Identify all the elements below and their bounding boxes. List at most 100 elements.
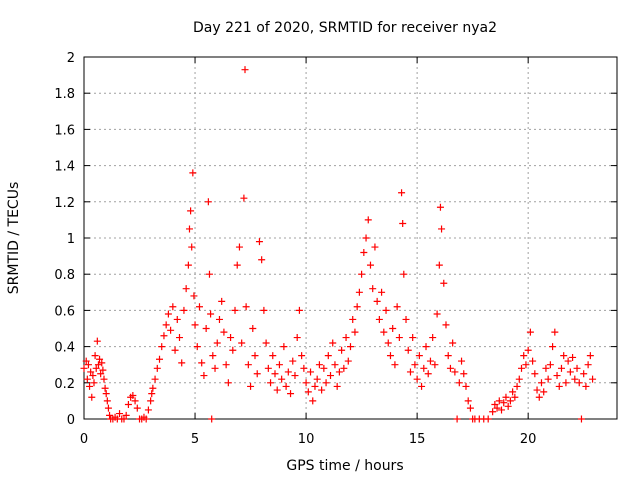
data-point xyxy=(100,375,108,383)
data-point xyxy=(209,352,217,360)
data-point xyxy=(133,404,141,412)
data-point xyxy=(120,415,128,423)
x-axis-label: GPS time / hours xyxy=(286,458,403,474)
data-point xyxy=(106,411,114,419)
data-point xyxy=(200,372,208,380)
data-point xyxy=(526,328,534,336)
data-point xyxy=(87,368,95,376)
data-point xyxy=(440,279,448,287)
y-tick-label: 0.4 xyxy=(54,341,75,356)
data-point xyxy=(502,393,510,401)
data-point xyxy=(269,352,277,360)
data-point xyxy=(511,393,519,401)
data-point xyxy=(204,198,212,206)
data-point xyxy=(557,364,565,372)
data-point xyxy=(96,355,104,363)
data-point xyxy=(235,243,243,251)
data-point xyxy=(542,364,550,372)
data-point xyxy=(315,361,323,369)
x-tick-label: 15 xyxy=(409,432,426,447)
data-point xyxy=(260,306,268,314)
data-point xyxy=(549,343,557,351)
data-point xyxy=(322,379,330,387)
data-point xyxy=(187,207,195,215)
data-point xyxy=(498,406,506,414)
data-point xyxy=(442,321,450,329)
data-point xyxy=(92,364,100,372)
data-point xyxy=(399,220,407,228)
data-point xyxy=(324,352,332,360)
data-point xyxy=(444,352,452,360)
data-point xyxy=(309,397,317,405)
data-point xyxy=(371,243,379,251)
data-point xyxy=(291,372,299,380)
data-point xyxy=(364,216,372,224)
data-point xyxy=(369,285,377,293)
data-point xyxy=(424,370,432,378)
data-point xyxy=(431,361,439,369)
data-point xyxy=(449,339,457,347)
data-point xyxy=(148,390,156,398)
data-point xyxy=(391,361,399,369)
data-point xyxy=(300,364,308,372)
data-point xyxy=(311,382,319,390)
data-point xyxy=(247,382,255,390)
data-point xyxy=(193,343,201,351)
data-point xyxy=(537,379,545,387)
data-point xyxy=(231,306,239,314)
data-point xyxy=(211,364,219,372)
data-point xyxy=(242,303,250,311)
data-point xyxy=(426,357,434,365)
data-point xyxy=(198,359,206,367)
data-point xyxy=(167,326,175,334)
data-point xyxy=(293,334,301,342)
data-point xyxy=(278,375,286,383)
data-point xyxy=(98,359,106,367)
data-point xyxy=(287,390,295,398)
data-point xyxy=(495,397,503,405)
data-point xyxy=(213,339,221,347)
data-point xyxy=(149,384,157,392)
data-point xyxy=(267,379,275,387)
data-point xyxy=(535,393,543,401)
y-tick-label: 1.6 xyxy=(54,123,75,138)
data-point xyxy=(327,372,335,380)
data-point xyxy=(142,415,150,423)
grid-lines xyxy=(84,57,617,419)
data-point xyxy=(586,352,594,360)
data-point xyxy=(455,379,463,387)
data-point xyxy=(151,375,159,383)
data-point xyxy=(435,261,443,269)
data-point xyxy=(518,364,526,372)
data-point xyxy=(544,375,552,383)
data-point xyxy=(271,370,279,378)
data-point xyxy=(582,382,590,390)
data-point xyxy=(420,364,428,372)
data-point xyxy=(195,303,203,311)
data-point xyxy=(90,379,98,387)
data-point xyxy=(171,346,179,354)
data-point xyxy=(160,332,168,340)
data-point xyxy=(184,261,192,269)
data-point xyxy=(546,361,554,369)
data-point xyxy=(249,325,257,332)
data-point xyxy=(202,325,210,332)
data-point xyxy=(347,343,354,351)
data-point xyxy=(229,346,237,354)
data-point xyxy=(460,370,468,378)
data-point xyxy=(382,306,390,314)
data-point xyxy=(262,339,270,347)
data-point xyxy=(205,270,213,278)
data-point xyxy=(555,382,563,390)
data-point xyxy=(540,388,548,396)
data-point xyxy=(89,372,97,380)
data-point xyxy=(458,357,466,365)
data-point xyxy=(329,339,337,347)
data-point xyxy=(240,194,248,202)
data-point xyxy=(509,388,517,396)
data-point xyxy=(462,382,470,390)
data-point xyxy=(255,238,263,246)
data-point xyxy=(353,303,361,311)
data-point xyxy=(318,386,326,394)
data-point xyxy=(189,169,197,177)
